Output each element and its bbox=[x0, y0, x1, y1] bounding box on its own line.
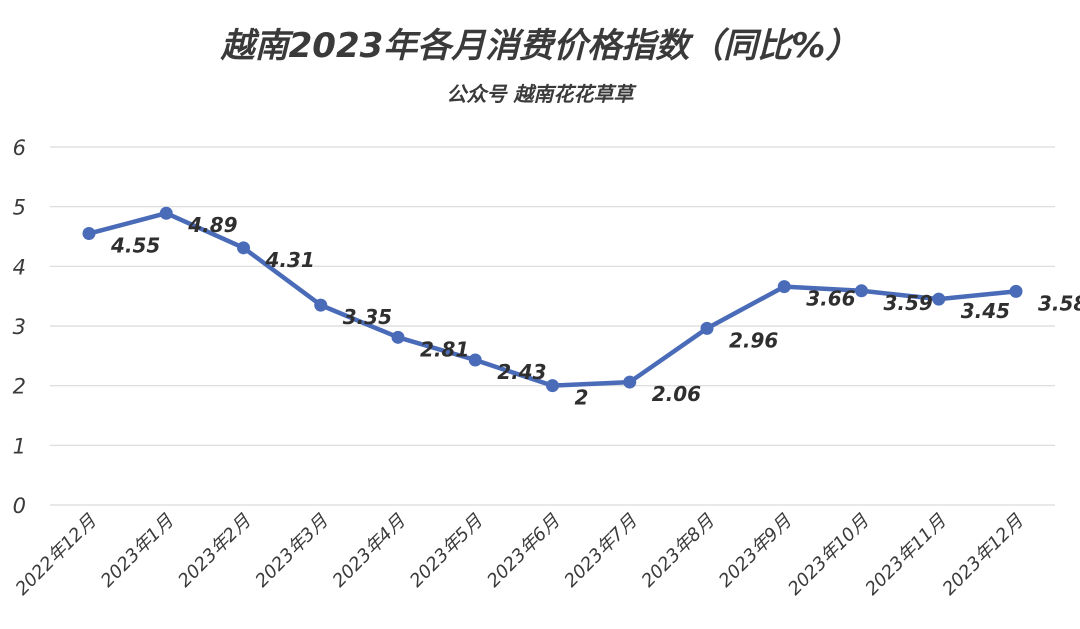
y-tick-label: 2 bbox=[13, 375, 26, 399]
chart-subtitle: 公众号 越南花花草草 bbox=[446, 82, 634, 106]
data-point bbox=[623, 375, 637, 389]
data-label: 3.59 bbox=[884, 291, 933, 315]
x-tick-label: 2023年3月 bbox=[251, 510, 333, 592]
y-tick-label: 0 bbox=[13, 494, 26, 518]
y-tick-label: 1 bbox=[13, 434, 26, 458]
x-tick-label: 2023年1月 bbox=[97, 510, 179, 592]
data-point bbox=[82, 227, 96, 241]
x-tick-label: 2023年11月 bbox=[861, 510, 951, 600]
y-tick-label: 3 bbox=[13, 315, 26, 339]
data-point bbox=[468, 353, 482, 367]
x-tick-label: 2023年2月 bbox=[174, 510, 256, 592]
data-label: 3.66 bbox=[806, 287, 855, 311]
data-label: 4.31 bbox=[265, 248, 315, 272]
data-point bbox=[700, 321, 714, 335]
data-point bbox=[777, 280, 791, 294]
x-tick-label: 2023年6月 bbox=[483, 510, 565, 592]
data-point bbox=[391, 330, 405, 344]
data-point bbox=[237, 241, 250, 255]
data-point bbox=[932, 292, 946, 306]
y-tick-label: 6 bbox=[13, 136, 26, 160]
y-tick-label: 4 bbox=[13, 255, 26, 279]
data-label: 3.35 bbox=[343, 305, 392, 329]
x-tick-label: 2023年8月 bbox=[638, 510, 720, 592]
data-label: 2.96 bbox=[729, 328, 778, 352]
data-label: 2 bbox=[575, 386, 589, 410]
x-tick-label: 2023年4月 bbox=[329, 510, 411, 592]
data-label: 4.89 bbox=[187, 213, 237, 237]
data-point bbox=[159, 206, 173, 220]
x-tick-label: 2023年5月 bbox=[406, 510, 488, 592]
data-point bbox=[314, 298, 328, 312]
data-label: 2.06 bbox=[652, 382, 701, 406]
x-tick-label: 2023年12月 bbox=[939, 510, 1029, 600]
x-tick-label: 2023年9月 bbox=[715, 510, 797, 592]
y-tick-label: 5 bbox=[13, 196, 26, 220]
data-label: 2.43 bbox=[497, 360, 546, 384]
series-line bbox=[86, 210, 1019, 388]
data-point bbox=[855, 284, 868, 298]
data-label: 4.55 bbox=[110, 234, 160, 258]
x-tick-label: 2023年10月 bbox=[784, 510, 874, 600]
data-label: 3.58 bbox=[1038, 291, 1080, 315]
data-point bbox=[546, 379, 559, 393]
x-tick-label: 2022年12月 bbox=[12, 510, 102, 600]
chart-title: 越南2023年各月消费价格指数（同比%） bbox=[220, 26, 860, 66]
data-label: 2.81 bbox=[420, 337, 469, 361]
data-label: 3.45 bbox=[961, 299, 1010, 323]
data-point bbox=[1009, 284, 1023, 298]
x-tick-label: 2023年7月 bbox=[560, 510, 642, 592]
